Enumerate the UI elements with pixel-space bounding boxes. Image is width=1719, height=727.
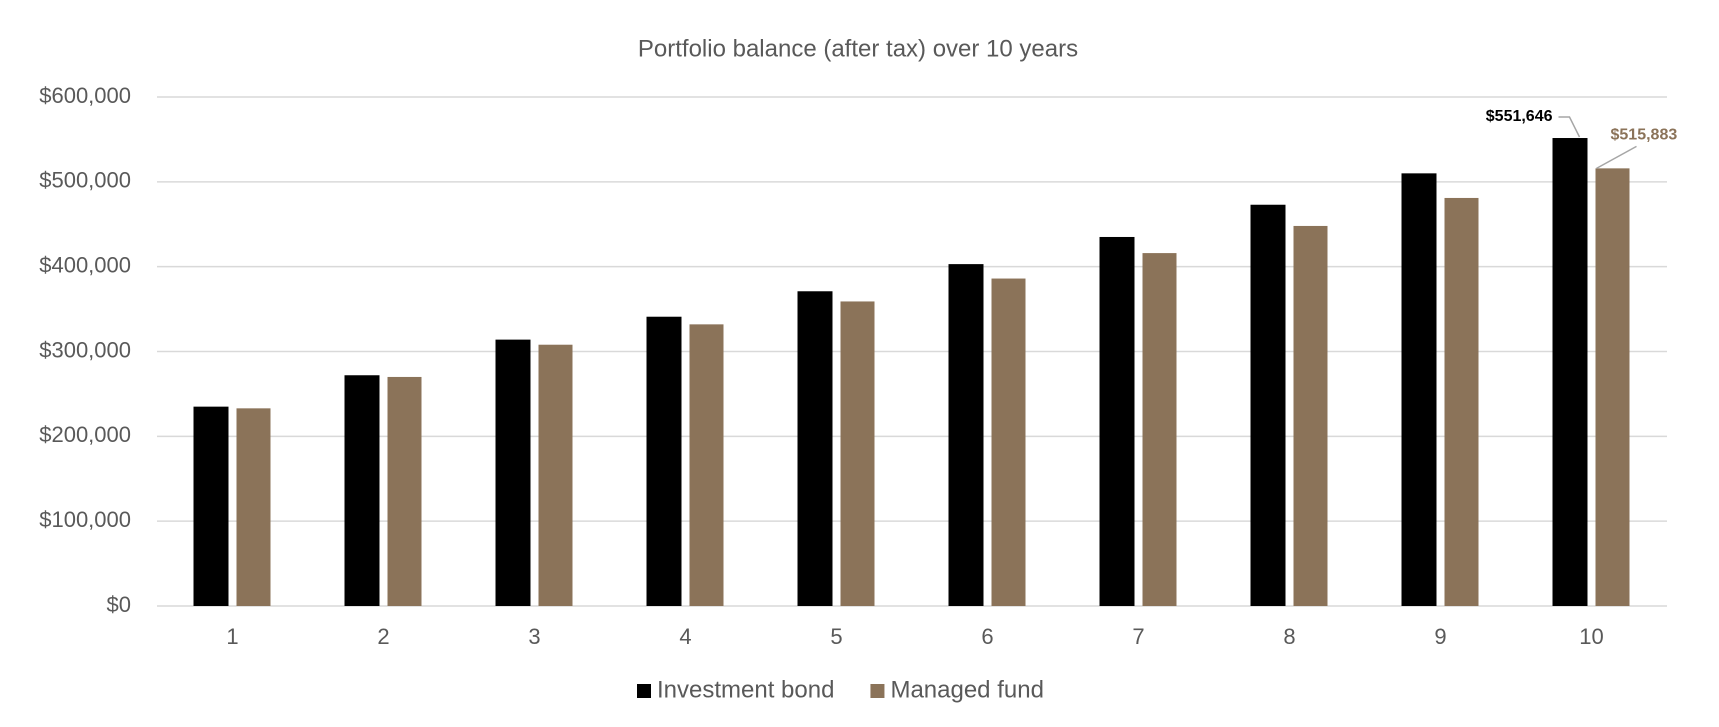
y-tick-label: $600,000 bbox=[39, 83, 131, 108]
x-tick-label: 1 bbox=[226, 624, 238, 649]
bar bbox=[387, 376, 422, 606]
x-tick-label: 6 bbox=[981, 624, 993, 649]
bar bbox=[1552, 138, 1588, 606]
legend-label: Managed fund bbox=[890, 676, 1043, 703]
chart-title: Portfolio balance (after tax) over 10 ye… bbox=[638, 35, 1078, 62]
leader-line bbox=[1596, 145, 1637, 170]
bar bbox=[1401, 173, 1437, 606]
bar bbox=[840, 301, 875, 606]
bar bbox=[948, 264, 984, 606]
x-tick-label: 8 bbox=[1283, 624, 1295, 649]
x-tick-label: 10 bbox=[1579, 624, 1603, 649]
bar bbox=[1595, 168, 1630, 606]
x-tick-label: 2 bbox=[377, 624, 389, 649]
y-tick-label: $100,000 bbox=[39, 507, 131, 532]
bar bbox=[1444, 197, 1479, 606]
legend-label: Investment bond bbox=[657, 676, 834, 703]
data-label: $515,883 bbox=[1611, 127, 1678, 144]
y-tick-label: $200,000 bbox=[39, 422, 131, 447]
bar bbox=[689, 324, 724, 606]
x-tick-label: 7 bbox=[1132, 624, 1144, 649]
x-tick-label: 5 bbox=[830, 624, 842, 649]
bar bbox=[236, 408, 271, 606]
y-tick-label: $0 bbox=[107, 592, 131, 617]
leader-line bbox=[1558, 116, 1581, 138]
legend-swatch bbox=[870, 684, 885, 698]
bar bbox=[646, 316, 682, 606]
data-label: $551,646 bbox=[1486, 108, 1553, 125]
bar bbox=[1142, 253, 1177, 607]
bar bbox=[344, 375, 380, 606]
bar bbox=[1099, 236, 1135, 606]
bar bbox=[538, 344, 573, 606]
y-tick-label: $500,000 bbox=[39, 168, 131, 193]
bar bbox=[797, 291, 833, 606]
y-tick-label: $400,000 bbox=[39, 252, 131, 277]
legend-swatch bbox=[637, 684, 651, 698]
x-tick-label: 4 bbox=[679, 624, 691, 649]
bar bbox=[495, 339, 531, 606]
x-tick-label: 3 bbox=[528, 624, 540, 649]
bar bbox=[991, 278, 1026, 606]
bar bbox=[1293, 225, 1328, 607]
bar bbox=[193, 406, 229, 606]
x-tick-label: 9 bbox=[1434, 624, 1446, 649]
bar bbox=[1250, 204, 1286, 606]
y-tick-label: $300,000 bbox=[39, 337, 131, 362]
